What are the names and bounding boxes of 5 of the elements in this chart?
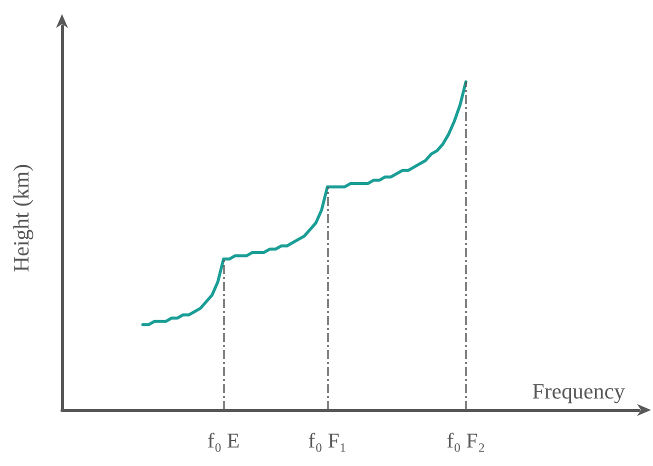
x-tick-label: f₀ F₂: [446, 428, 486, 452]
x-tick-label: f₀ E: [207, 428, 240, 452]
y-axis-title: Height (km): [8, 164, 34, 272]
x-axis-title: Frequency: [532, 378, 625, 404]
x-tick-label: f₀ F₁: [308, 428, 347, 452]
